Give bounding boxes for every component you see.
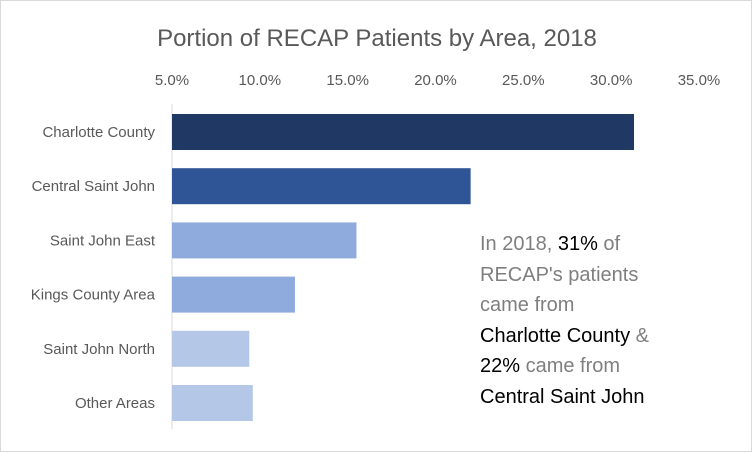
annotation-line-4: Charlotte County &: [480, 321, 740, 352]
annotation-highlight-area: Charlotte County: [480, 324, 631, 347]
annotation-text-segment: came from: [520, 355, 621, 377]
annotation-text-segment: of: [597, 233, 621, 255]
x-tick-label: 15.0%: [326, 72, 369, 89]
category-label: Saint John North: [43, 341, 155, 358]
annotation-text-segment: &: [630, 324, 649, 347]
annotation-line-1: In 2018, 31% of: [480, 229, 740, 260]
annotation-line-5: 22% came from: [480, 351, 740, 382]
x-tick-label: 10.0%: [239, 72, 282, 89]
bar-other-areas: [172, 385, 253, 421]
bars-group: [172, 114, 635, 421]
category-label: Other Areas: [75, 395, 155, 412]
chart-title: Portion of RECAP Patients by Area, 2018: [157, 25, 597, 52]
annotation-text: In 2018, 31% of RECAP's patients came fr…: [480, 229, 740, 412]
x-tick-label: 30.0%: [590, 72, 633, 89]
annotation-line-3: came from: [480, 294, 575, 316]
x-tick-label: 35.0%: [678, 72, 721, 89]
annotation-highlight-percent: 31%: [557, 233, 598, 255]
bar-saint-john-north: [172, 330, 250, 367]
category-labels: Charlotte County Central Saint John Saint …: [31, 124, 156, 412]
x-tick-label: 5.0%: [155, 72, 189, 89]
annotation-text-segment: In 2018,: [480, 233, 558, 255]
bar-saint-john-east: [172, 222, 357, 259]
category-label: Central Saint John: [32, 178, 155, 195]
annotation-line-6: Central Saint John: [480, 385, 645, 408]
category-label: Kings County Area: [31, 287, 156, 304]
annotation-highlight-percent: 22%: [480, 355, 521, 377]
category-label: Charlotte County: [42, 124, 155, 141]
bar-charlotte-county: [172, 114, 635, 150]
annotation-line-2: RECAP's patients: [480, 263, 639, 286]
x-tick-label: 20.0%: [414, 72, 457, 89]
x-tick-labels: 5.0% 10.0% 15.0% 20.0% 25.0% 30.0% 35.0%: [155, 72, 720, 89]
bar-kings-county-area: [172, 276, 295, 313]
category-label: Saint John East: [50, 232, 156, 249]
bar-central-saint-john: [172, 168, 471, 205]
x-tick-label: 25.0%: [502, 72, 545, 89]
